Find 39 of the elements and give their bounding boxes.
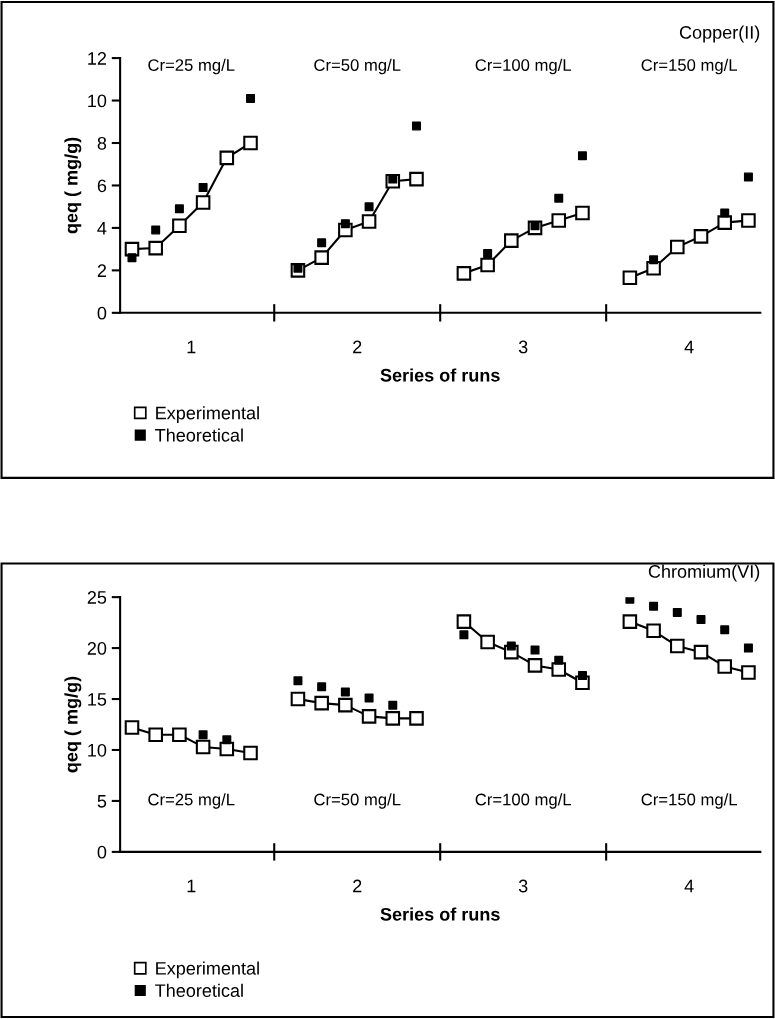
legend-label: Experimental: [156, 961, 259, 979]
text: 4: [684, 879, 694, 893]
text: 4: [684, 340, 694, 354]
legend-label: Theoretical: [155, 428, 243, 442]
x-axis-title: Series of runs: [380, 368, 500, 382]
text: 2: [353, 879, 362, 893]
annotation: Cr=25 mg/L: [148, 793, 235, 809]
text: 1: [187, 879, 196, 893]
y-tick-label: 0: [97, 306, 107, 320]
y-tick-label: 12: [88, 52, 107, 65]
y-tick-label: 2: [97, 264, 107, 277]
text: 1: [187, 340, 196, 354]
annotation: Cr=100 mg/L: [475, 793, 572, 809]
annotation: Cr=150 mg/L: [641, 793, 737, 809]
text: 2: [353, 340, 362, 354]
text: 3: [518, 340, 528, 354]
text: 3: [518, 879, 528, 893]
y-tick-label: 20: [87, 642, 107, 655]
annotation: Cr=100 mg/L: [475, 58, 572, 75]
legend-label: Theoretical: [155, 983, 243, 997]
annotation: Cr=50 mg/L: [314, 793, 401, 809]
y-tick-label: 8: [97, 136, 107, 150]
y-tick-label: 0: [97, 845, 107, 859]
chart-title: Copper(II): [679, 25, 760, 43]
annotation: Cr=150 mg/L: [641, 58, 737, 75]
y-tick-label: 4: [97, 222, 107, 235]
y-tick-label: 15: [88, 693, 107, 706]
y-tick-label: 10: [88, 94, 107, 108]
y-tick-label: 5: [97, 795, 107, 808]
chart-title: Chromium(VI): [648, 564, 760, 582]
annotation: Cr=25 mg/L: [148, 58, 235, 75]
y-tick-label: 10: [88, 743, 107, 757]
y-axis-title: qeq ( mg/g): [64, 137, 82, 234]
annotation: Cr=50 mg/L: [314, 58, 401, 75]
y-axis-title: qeq ( mg/g): [64, 676, 82, 773]
legend-label: Experimental: [156, 406, 259, 423]
y-tick-label: 25: [87, 591, 107, 604]
x-axis-title: Series of runs: [380, 907, 500, 921]
y-tick-label: 6: [97, 179, 107, 193]
